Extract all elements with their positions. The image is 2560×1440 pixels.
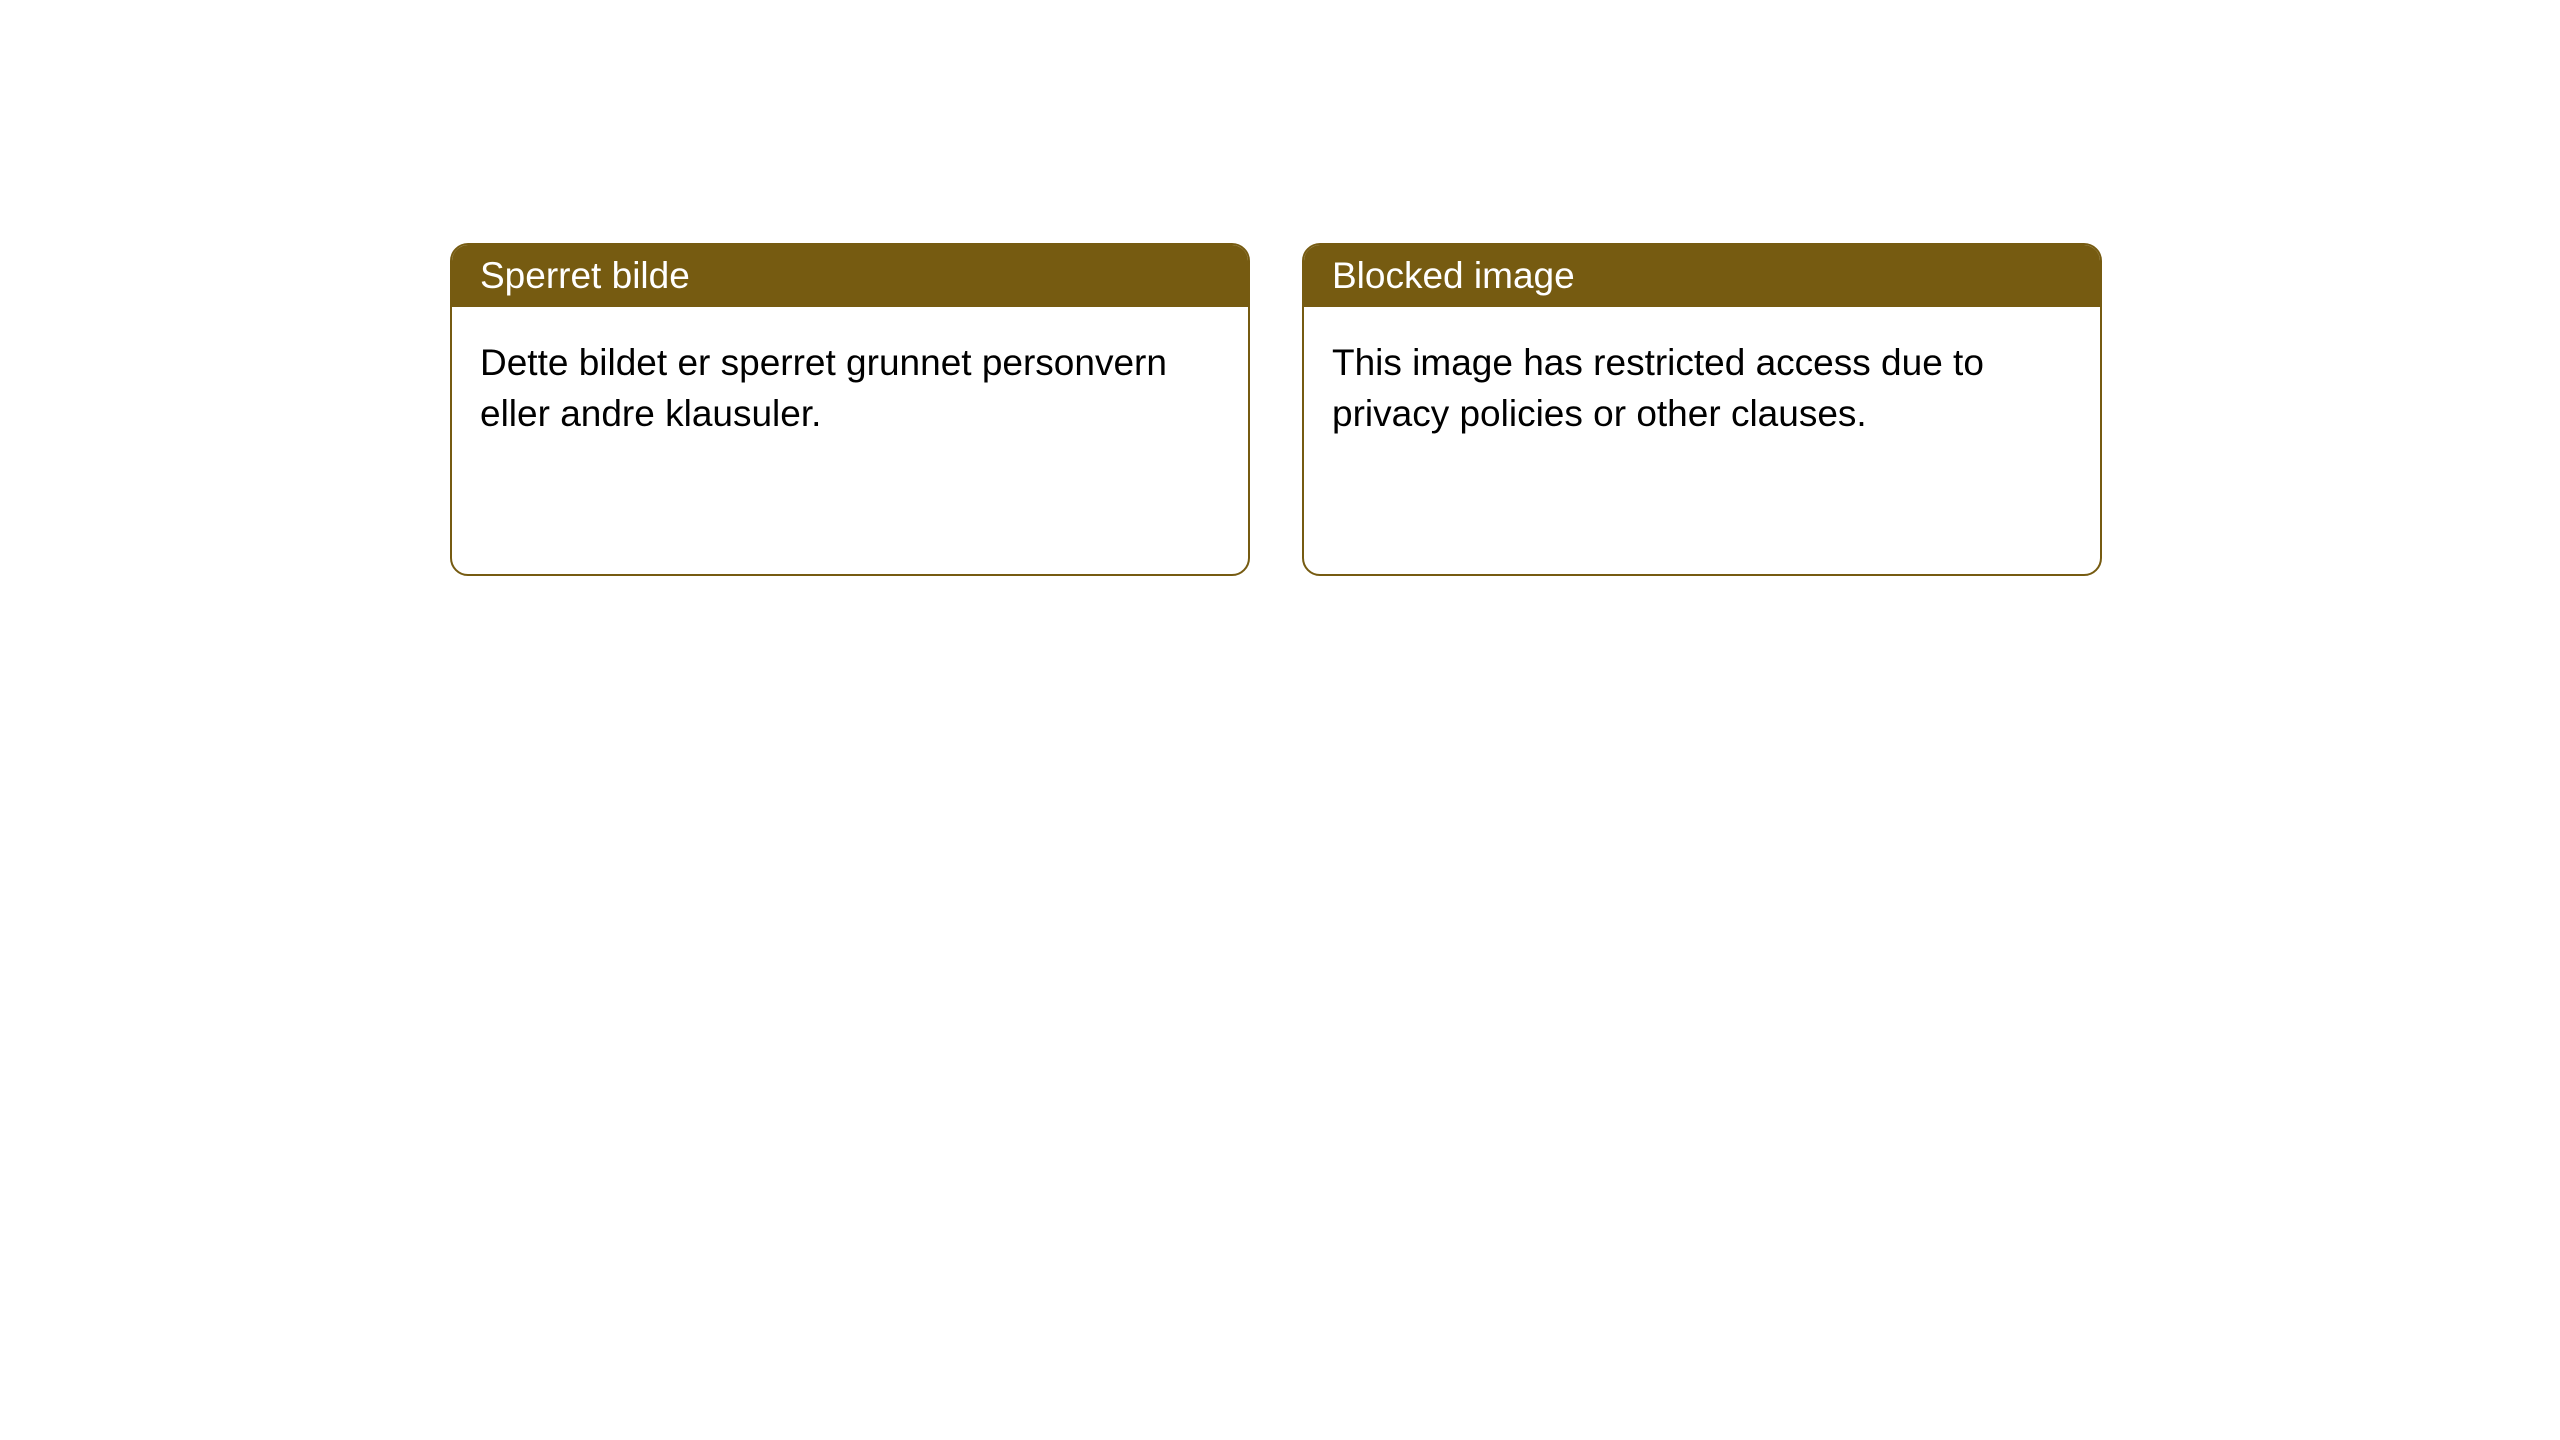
card-body-text: This image has restricted access due to … (1332, 342, 1984, 434)
notice-card-english: Blocked image This image has restricted … (1302, 243, 2102, 576)
card-body: Dette bildet er sperret grunnet personve… (452, 307, 1248, 574)
card-title: Sperret bilde (480, 255, 690, 296)
notice-card-norwegian: Sperret bilde Dette bildet er sperret gr… (450, 243, 1250, 576)
card-header: Blocked image (1304, 245, 2100, 307)
notice-cards-container: Sperret bilde Dette bildet er sperret gr… (450, 243, 2102, 576)
card-body: This image has restricted access due to … (1304, 307, 2100, 574)
card-body-text: Dette bildet er sperret grunnet personve… (480, 342, 1167, 434)
card-header: Sperret bilde (452, 245, 1248, 307)
card-title: Blocked image (1332, 255, 1575, 296)
